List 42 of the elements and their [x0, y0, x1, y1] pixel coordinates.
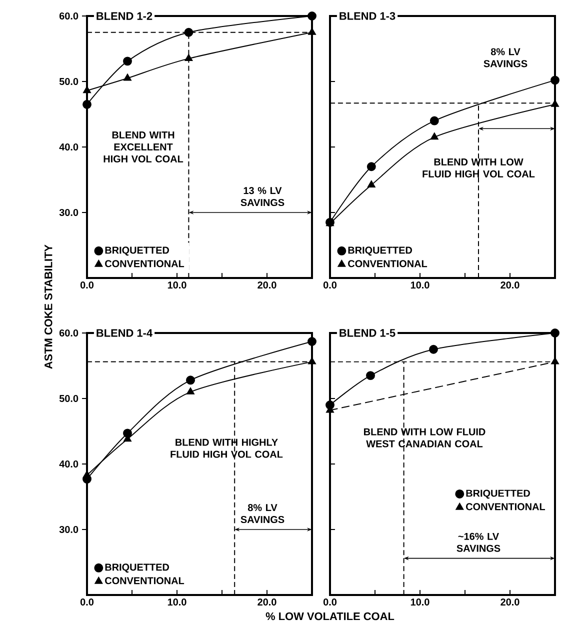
y-axis-title: ASTM COKE STABILITY	[44, 244, 52, 369]
annotation: BLEND WITH HIGHLY FLUID HIGH VOL COAL	[170, 438, 283, 458]
x-tick-label: 10.0	[410, 598, 430, 606]
legend-label: BRIQUETTED	[466, 490, 530, 499]
y-tick-label: 50.0	[59, 78, 78, 86]
x-tick-label: 10.0	[168, 282, 186, 289]
legend-label: BRIQUETTED	[105, 246, 169, 256]
y-tick-label: 30.0	[59, 526, 78, 534]
x-tick-label: 20.0	[500, 282, 520, 289]
legend-label: CONVENTIONAL	[466, 503, 546, 510]
y-tick-label: 60.0	[59, 12, 78, 20]
x-tick-label: 20.0	[258, 598, 276, 606]
legend-label: CONVENTIONAL	[105, 260, 184, 268]
annotation: BLEND WITH EXCELLENT HIGH VOL COAL	[104, 132, 184, 162]
chart-title: BLEND 1-3	[340, 12, 396, 20]
chart-title: BLEND 1-5	[340, 329, 396, 337]
y-tick-label: 40.0	[59, 143, 78, 151]
chart-title: BLEND 1-2	[96, 12, 152, 20]
legend-label: BRIQUETTED	[348, 246, 412, 256]
legend-label: CONVENTIONAL	[348, 260, 428, 268]
x-tick-label: 10.0	[410, 282, 430, 289]
annotation: 8% LV SAVINGS	[484, 48, 528, 68]
annotation: BLEND WITH LOW FLUID WEST CANADIAN COAL	[364, 428, 486, 448]
legend-label: CONVENTIONAL	[105, 577, 184, 584]
x-tick-label: 20.0	[500, 598, 520, 606]
legend-label: BRIQUETTED	[105, 564, 169, 573]
x-tick-label: 0.0	[80, 598, 94, 606]
annotation: BLEND WITH LOW FLUID HIGH VOL COAL	[422, 158, 535, 178]
annotation: 13 % LV SAVINGS	[240, 187, 284, 206]
annotation: ~16% LV SAVINGS	[456, 532, 500, 552]
x-axis-title: % LOW VOLATILE COAL	[266, 612, 394, 620]
x-tick-label: 10.0	[168, 598, 186, 606]
y-tick-label: 50.0	[59, 394, 78, 402]
y-tick-label: 60.0	[59, 329, 78, 337]
x-tick-label: 0.0	[323, 282, 337, 289]
y-tick-label: 30.0	[59, 208, 78, 216]
chart-title: BLEND 1-4	[96, 329, 152, 337]
x-tick-label: 0.0	[323, 598, 337, 606]
y-tick-label: 40.0	[59, 460, 78, 468]
x-tick-label: 0.0	[80, 282, 94, 289]
x-tick-label: 20.0	[258, 282, 276, 289]
annotation: 8% LV SAVINGS	[240, 504, 284, 524]
